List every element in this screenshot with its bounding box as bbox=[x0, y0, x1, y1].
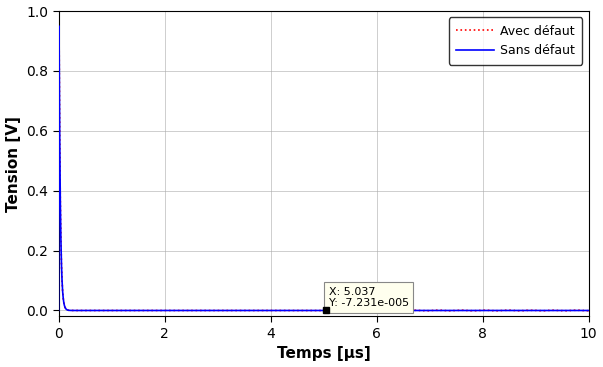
Sans défaut bbox=[306, 308, 313, 313]
Legend: Avec défaut, Sans défaut: Avec défaut, Sans défaut bbox=[449, 17, 582, 65]
Line: Sans défaut: Sans défaut bbox=[58, 26, 589, 310]
Sans défaut bbox=[376, 308, 383, 313]
Avec défaut bbox=[551, 308, 558, 313]
Avec défaut bbox=[187, 308, 194, 313]
Avec défaut bbox=[435, 309, 442, 313]
Sans défaut bbox=[395, 308, 402, 313]
Avec défaut bbox=[55, 24, 63, 28]
X-axis label: Temps [μs]: Temps [μs] bbox=[277, 346, 370, 361]
Avec défaut bbox=[376, 308, 383, 313]
Avec défaut bbox=[306, 308, 313, 313]
Avec défaut bbox=[323, 310, 330, 315]
Text: X: 5.037
Y: -7.231e-005: X: 5.037 Y: -7.231e-005 bbox=[329, 287, 409, 308]
Avec défaut bbox=[395, 308, 402, 312]
Avec défaut bbox=[585, 308, 592, 313]
Y-axis label: Tension [V]: Tension [V] bbox=[5, 116, 21, 212]
Sans défaut bbox=[435, 308, 442, 313]
Avec défaut bbox=[55, 308, 62, 313]
Sans défaut bbox=[551, 308, 558, 313]
Sans défaut bbox=[55, 308, 62, 313]
Sans défaut bbox=[585, 308, 592, 313]
Sans défaut bbox=[55, 24, 63, 28]
Sans défaut bbox=[187, 308, 194, 313]
Line: Avec défaut: Avec défaut bbox=[58, 26, 589, 313]
